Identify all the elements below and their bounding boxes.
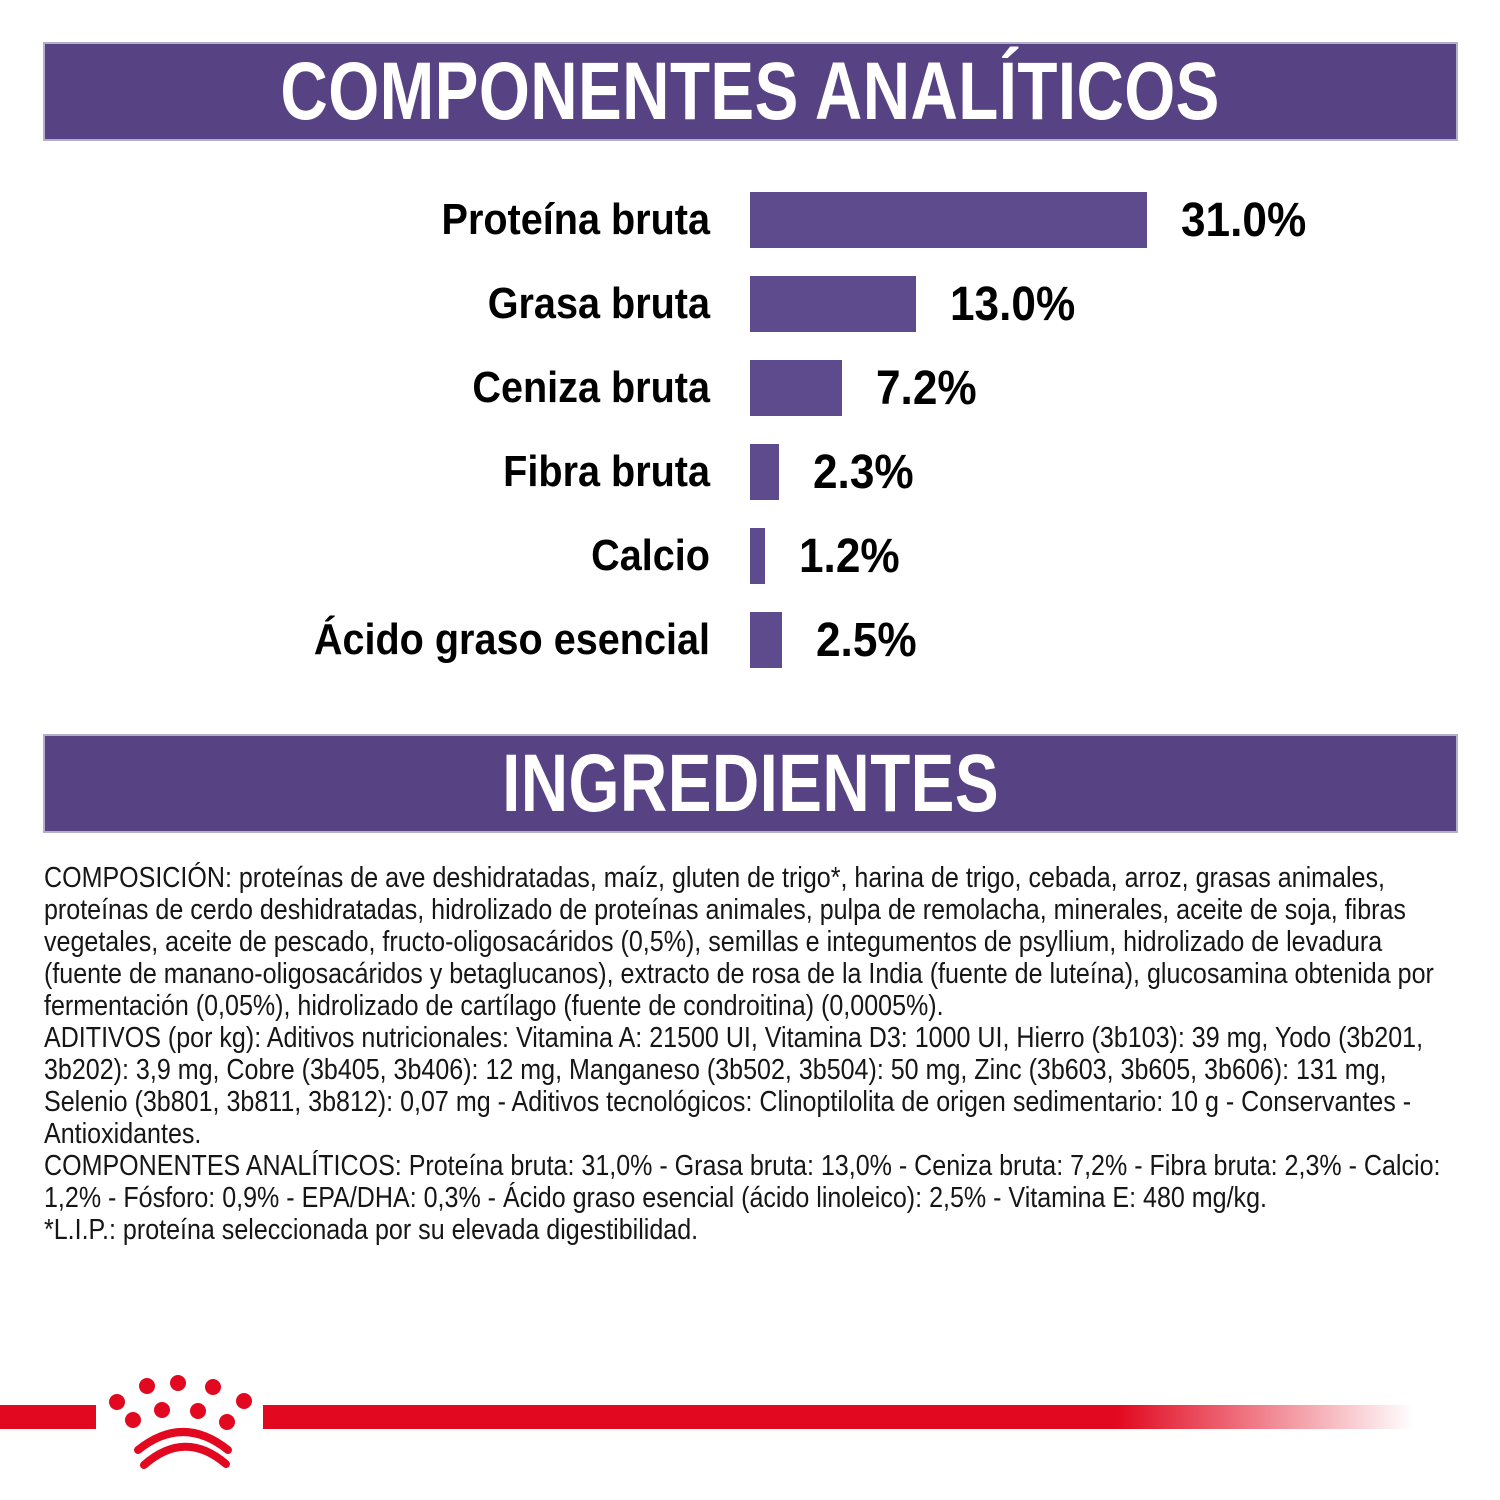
chart-value-label: 1.2% <box>799 529 901 583</box>
chart-value-label: 2.5% <box>816 613 917 667</box>
chart-bar <box>750 360 843 416</box>
chart-bar <box>750 444 780 500</box>
chart-category-label: Grasa bruta <box>487 279 710 328</box>
ingredients-section-title: INGREDIENTES <box>502 737 999 829</box>
chart-row: Fibra bruta 2.3% <box>43 430 1457 514</box>
analytical-section-banner: COMPONENTES ANALÍTICOS <box>43 42 1458 141</box>
chart-bar <box>750 276 917 332</box>
chart-bar <box>750 612 783 668</box>
chart-row: Grasa bruta 13.0% <box>43 262 1457 346</box>
chart-category-label: Ceniza bruta <box>472 363 710 412</box>
chart-category-label: Ácido graso esencial <box>313 615 710 664</box>
composition-paragraph: COMPOSICIÓN: proteínas de ave deshidrata… <box>44 862 1434 1022</box>
chart-bar <box>750 192 1147 248</box>
royal-canin-crown-logo <box>109 1375 252 1469</box>
ingredients-text-block: COMPOSICIÓN: proteínas de ave deshidrata… <box>44 862 1456 1246</box>
footer-red-band-left <box>0 1405 96 1429</box>
chart-row: Calcio 1.2% <box>43 514 1457 598</box>
chart-row: Proteína bruta 31.0% <box>43 178 1457 262</box>
analytical-constituents-paragraph: COMPONENTES ANALÍTICOS: Proteína bruta: … <box>44 1150 1441 1214</box>
additives-paragraph: ADITIVOS (por kg): Aditivos nutricionale… <box>44 1022 1424 1150</box>
footer-red-band-right <box>263 1405 1500 1429</box>
chart-value-label: 7.2% <box>876 361 977 415</box>
chart-row: Ceniza bruta 7.2% <box>43 346 1457 430</box>
analytical-section-title: COMPONENTES ANALÍTICOS <box>280 45 1221 137</box>
analytical-chart: Proteína bruta 31.0% Grasa bruta 13.0% Ceniz… <box>43 178 1457 682</box>
chart-row: Ácido graso esencial 2.5% <box>43 598 1457 682</box>
chart-category-label: Fibra bruta <box>503 447 710 496</box>
chart-value-label: 13.0% <box>950 277 1076 331</box>
chart-category-label: Proteína bruta <box>441 195 710 244</box>
lip-footnote: *L.I.P.: proteína seleccionada por su el… <box>44 1214 699 1246</box>
chart-category-label: Calcio <box>591 531 710 580</box>
chart-bar <box>750 528 766 584</box>
ingredients-section-banner: INGREDIENTES <box>43 734 1458 833</box>
chart-value-label: 31.0% <box>1181 193 1307 247</box>
chart-value-label: 2.3% <box>813 445 915 499</box>
